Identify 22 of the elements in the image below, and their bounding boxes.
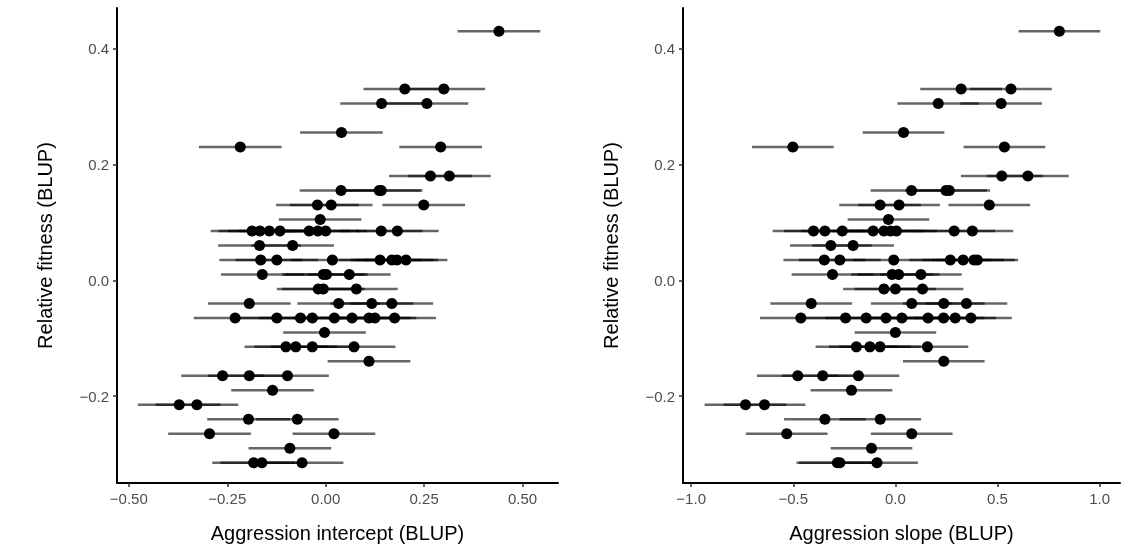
x-tick-label: 0.0 <box>884 490 906 507</box>
y-tick-label: 0.4 <box>654 40 675 58</box>
y-tick-label: −0.2 <box>645 387 675 405</box>
x-tick-label: 0.25 <box>409 490 439 507</box>
x-tick-label: 1.0 <box>1089 490 1111 507</box>
x-tick-label: −0.50 <box>109 490 148 507</box>
y-tick-label: 0.2 <box>88 155 109 173</box>
y-tick-label: 0.0 <box>88 271 109 289</box>
x-tick-label: 0.50 <box>507 490 538 507</box>
x-tick-label: −0.5 <box>778 490 809 507</box>
y-tick-label: 0.0 <box>654 271 675 289</box>
x-tick-label: −1.0 <box>676 490 706 507</box>
y-tick-label: 0.4 <box>88 40 109 58</box>
y-axis-title: Relative fitness (BLUP) <box>34 142 56 349</box>
y-tick-label: 0.2 <box>654 155 675 173</box>
x-axis-title: Aggression intercept (BLUP) <box>210 522 465 544</box>
x-tick-label: 0.00 <box>311 490 341 507</box>
y-tick-label: −0.2 <box>79 387 109 405</box>
y-axis-title: Relative fitness (BLUP) <box>600 142 622 349</box>
x-tick-label: 0.5 <box>987 490 1008 507</box>
x-tick-label: −0.25 <box>208 490 247 507</box>
x-axis-title: Aggression slope (BLUP) <box>789 522 1014 544</box>
